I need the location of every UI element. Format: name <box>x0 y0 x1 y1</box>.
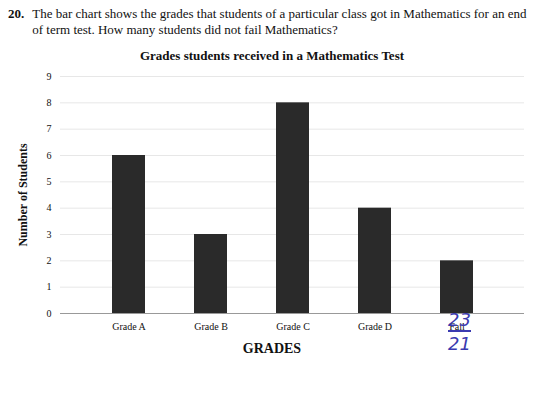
html-text:23: 23 <box>448 309 471 330</box>
svg-text:0: 0 <box>47 308 52 319</box>
svg-text:5: 5 <box>47 176 52 187</box>
svg-text:3: 3 <box>47 229 52 240</box>
svg-text:8: 8 <box>47 97 52 108</box>
svg-text:7: 7 <box>47 123 52 134</box>
svg-text:Grade C: Grade C <box>276 321 310 332</box>
html-text:20.: 20. <box>8 6 25 21</box>
svg-text:Grade A: Grade A <box>112 321 146 332</box>
svg-text:4: 4 <box>47 202 52 213</box>
html-text:GRADES: GRADES <box>242 341 302 356</box>
svg-text:Number of Students: Number of Students <box>16 143 30 246</box>
html-text:21: 21 <box>448 333 471 354</box>
svg-text:Grade D: Grade D <box>358 321 392 332</box>
svg-text:2: 2 <box>47 255 52 266</box>
html-text:The bar chart shows the grades: The bar chart shows the grades that stud… <box>32 6 527 37</box>
svg-text:9: 9 <box>47 71 52 82</box>
html-text:Grades students received in a: Grades students received in a Mathematic… <box>140 48 404 63</box>
svg-text:6: 6 <box>47 150 52 161</box>
svg-text:1: 1 <box>47 281 52 292</box>
svg-text:Grade B: Grade B <box>194 321 228 332</box>
